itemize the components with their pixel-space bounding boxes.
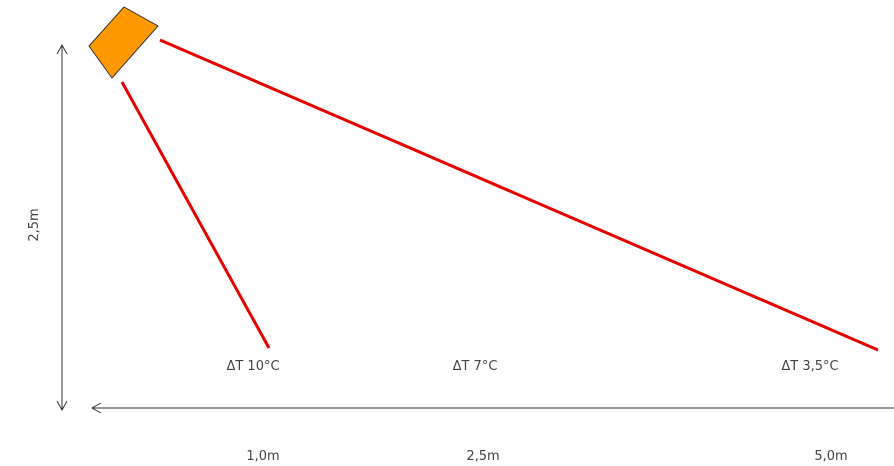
sensor-icon	[88, 6, 159, 79]
delta-t-far-label: ΔT 3,5°C	[781, 359, 838, 374]
beam-far-line	[159, 38, 879, 352]
distance-axis-arrow-icon	[90, 402, 102, 414]
height-axis-bottom-arrow-icon	[56, 400, 68, 412]
distance-axis	[90, 402, 894, 414]
delta-t-mid-label: ΔT 7°C	[453, 359, 498, 374]
height-label: 2,5m	[27, 208, 42, 241]
distance-far-label: 5,0m	[814, 449, 847, 464]
delta-t-near-label: ΔT 10°C	[226, 359, 279, 374]
height-axis	[56, 43, 68, 412]
height-axis-top-arrow-icon	[56, 43, 68, 55]
beam-near-line	[120, 81, 271, 349]
distance-near-label: 1,0m	[246, 449, 279, 464]
distance-mid-label: 2,5m	[466, 449, 499, 464]
